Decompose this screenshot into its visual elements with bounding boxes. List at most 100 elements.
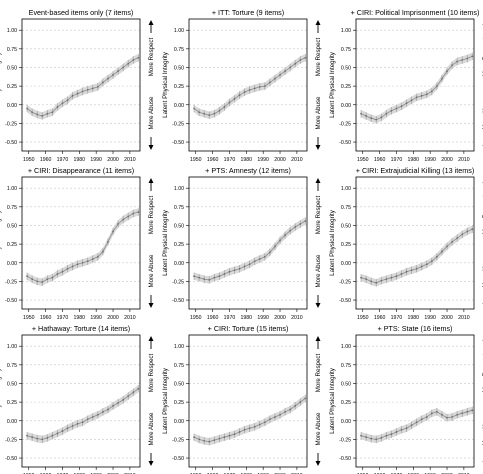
more-respect-label: More Respect	[148, 195, 155, 234]
data-point	[430, 260, 433, 263]
data-point	[213, 112, 216, 115]
data-point	[122, 218, 125, 221]
data-point	[370, 437, 373, 440]
data-point	[385, 112, 388, 115]
data-point	[46, 278, 49, 281]
data-point	[360, 276, 362, 279]
data-point	[410, 99, 413, 102]
y-tick-label: -0.50	[5, 140, 17, 146]
more-respect-label: More Respect	[315, 37, 322, 76]
y-tick-label: 1.00	[7, 186, 17, 192]
data-point	[91, 87, 94, 90]
data-point	[223, 273, 226, 275]
data-point	[223, 436, 226, 439]
y-tick-label: 0.75	[341, 363, 351, 369]
data-point	[228, 434, 231, 437]
x-tick-label: 1970	[57, 315, 69, 321]
y-tick-label: -0.25	[172, 279, 184, 285]
data-point	[56, 106, 59, 108]
data-point	[425, 416, 428, 418]
data-point	[31, 111, 34, 114]
data-point	[213, 276, 216, 279]
x-tick-label: 1960	[374, 157, 386, 163]
data-point	[81, 261, 84, 264]
x-tick-label: 1950	[190, 315, 202, 321]
data-point	[395, 275, 398, 278]
credible-interval-band	[194, 394, 306, 446]
data-point	[279, 239, 281, 242]
data-point	[365, 436, 368, 439]
y-tick-label: -0.50	[172, 140, 184, 146]
x-tick-label: 2000	[441, 315, 453, 321]
up-arrow-icon	[148, 20, 154, 25]
y-tick-label: -0.25	[5, 437, 17, 443]
x-tick-label: 2010	[458, 157, 470, 163]
down-arrow-icon	[148, 461, 154, 466]
data-point	[385, 278, 388, 281]
data-point	[405, 270, 408, 273]
x-tick-label: 1960	[40, 315, 52, 321]
x-tick-label: 1980	[241, 315, 253, 321]
data-point	[243, 265, 246, 268]
y-tick-label: 0.50	[341, 381, 351, 387]
data-point	[289, 408, 292, 411]
data-point	[238, 431, 241, 433]
x-tick-label: 2000	[274, 157, 286, 163]
x-tick-label: 1970	[224, 315, 236, 321]
data-point	[385, 434, 388, 437]
data-point	[96, 413, 99, 416]
data-point	[400, 273, 403, 275]
data-point	[71, 425, 74, 427]
data-point	[228, 270, 231, 273]
x-tick-label: 1960	[207, 315, 219, 321]
panel-title: + ITT: Torture (9 items)	[212, 8, 284, 17]
data-point	[390, 109, 393, 112]
up-arrow-icon	[148, 178, 154, 183]
data-point	[451, 416, 453, 418]
y-tick-label: 1.00	[7, 344, 17, 350]
data-point	[31, 278, 34, 281]
data-point	[415, 421, 418, 424]
data-point	[395, 431, 398, 433]
data-point	[284, 234, 286, 237]
data-point	[193, 436, 195, 439]
x-tick-label: 1980	[241, 157, 253, 163]
y-tick-label: 0.00	[7, 261, 17, 267]
x-tick-label: 1960	[374, 315, 386, 321]
y-tick-label: 1.00	[341, 186, 351, 192]
data-point	[274, 416, 276, 418]
data-point	[243, 428, 246, 431]
data-point	[107, 240, 109, 243]
data-point	[26, 275, 28, 278]
data-point	[203, 112, 206, 115]
data-point	[410, 424, 413, 427]
plot-frame	[355, 18, 475, 152]
x-tick-label: 1990	[257, 315, 269, 321]
data-point	[41, 115, 44, 117]
data-point	[61, 430, 64, 433]
y-tick-label: 0.50	[7, 381, 17, 387]
x-tick-label: 1990	[90, 157, 102, 163]
data-point	[446, 70, 448, 73]
data-point	[127, 62, 130, 65]
data-point	[263, 421, 266, 424]
data-point	[284, 410, 286, 413]
data-point	[193, 275, 195, 278]
data-point	[263, 85, 266, 88]
data-point	[375, 118, 378, 121]
data-point	[274, 77, 276, 80]
data-point	[370, 280, 373, 283]
data-point	[137, 211, 140, 213]
more-abuse-label: More Abuse	[315, 96, 322, 130]
plot-frame	[188, 334, 308, 468]
x-tick-label: 1990	[90, 315, 102, 321]
y-tick-label: 0.50	[174, 65, 184, 71]
x-tick-label: 1960	[40, 157, 52, 163]
y-tick-label: 0.50	[7, 223, 17, 229]
down-arrow-icon	[315, 145, 321, 150]
x-tick-label: 1950	[23, 157, 35, 163]
data-point	[304, 220, 307, 222]
data-point	[415, 96, 418, 99]
x-tick-label: 1970	[391, 315, 403, 321]
up-arrow-icon	[148, 336, 154, 341]
